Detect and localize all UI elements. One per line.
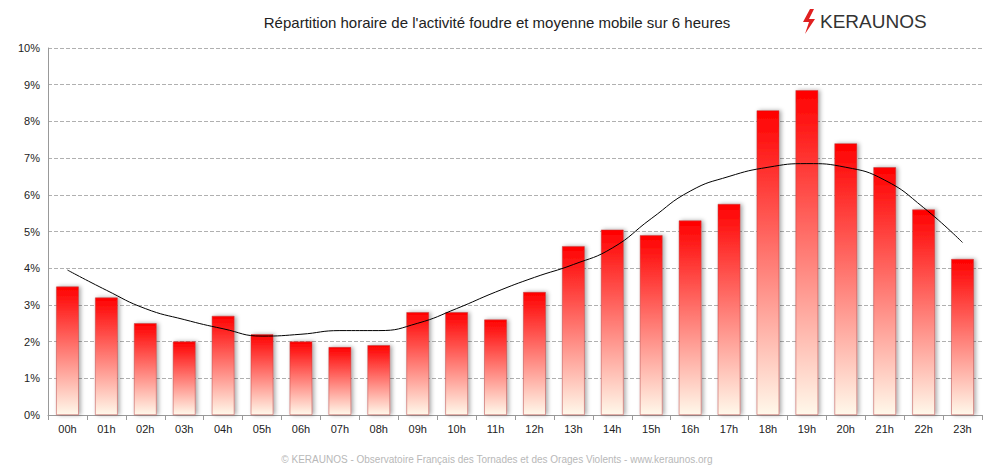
svg-text:19h: 19h (798, 423, 816, 435)
svg-text:18h: 18h (759, 423, 777, 435)
svg-text:09h: 09h (409, 423, 427, 435)
svg-text:4%: 4% (24, 262, 40, 274)
svg-text:14h: 14h (603, 423, 621, 435)
svg-text:2%: 2% (24, 336, 40, 348)
svg-text:5%: 5% (24, 226, 40, 238)
svg-text:10%: 10% (18, 42, 40, 54)
svg-text:17h: 17h (720, 423, 738, 435)
svg-text:15h: 15h (642, 423, 660, 435)
svg-text:07h: 07h (331, 423, 349, 435)
svg-text:03h: 03h (175, 423, 193, 435)
svg-text:7%: 7% (24, 152, 40, 164)
svg-text:8%: 8% (24, 115, 40, 127)
svg-text:02h: 02h (136, 423, 154, 435)
svg-text:1%: 1% (24, 372, 40, 384)
svg-text:16h: 16h (681, 423, 699, 435)
svg-text:01h: 01h (97, 423, 115, 435)
svg-text:12h: 12h (525, 423, 543, 435)
svg-text:9%: 9% (24, 79, 40, 91)
svg-text:6%: 6% (24, 189, 40, 201)
svg-text:Répartition horaire de l'activ: Répartition horaire de l'activité foudre… (264, 14, 730, 31)
svg-text:04h: 04h (214, 423, 232, 435)
svg-text:11h: 11h (487, 423, 505, 435)
svg-text:© KERAUNOS - Observatoire Fran: © KERAUNOS - Observatoire Français des T… (281, 454, 712, 465)
svg-text:22h: 22h (914, 423, 932, 435)
svg-text:0%: 0% (24, 409, 40, 421)
svg-text:05h: 05h (253, 423, 271, 435)
svg-text:20h: 20h (837, 423, 855, 435)
svg-text:23h: 23h (953, 423, 971, 435)
svg-text:00h: 00h (58, 423, 76, 435)
svg-text:06h: 06h (292, 423, 310, 435)
svg-text:KERAUNOS: KERAUNOS (820, 11, 927, 32)
svg-text:08h: 08h (370, 423, 388, 435)
svg-text:13h: 13h (564, 423, 582, 435)
svg-text:3%: 3% (24, 299, 40, 311)
svg-text:21h: 21h (876, 423, 894, 435)
svg-text:10h: 10h (447, 423, 465, 435)
